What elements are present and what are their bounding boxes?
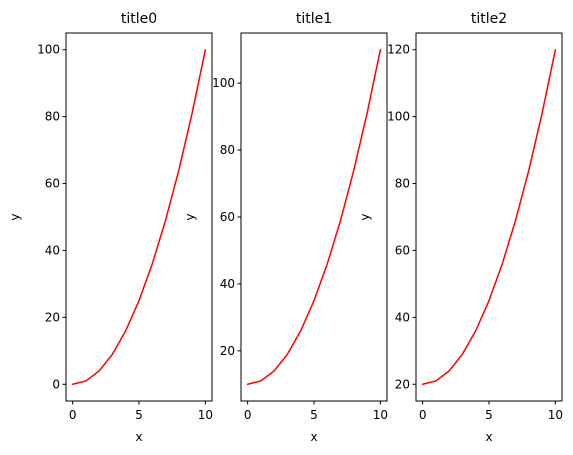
y-tick-label: 20: [45, 310, 60, 324]
y-axis-label: y: [358, 213, 372, 220]
y-tick-label: 80: [220, 143, 235, 157]
chart-title: title1: [296, 11, 332, 27]
y-tick-label: 100: [37, 43, 60, 57]
y-tick-label: 80: [45, 110, 60, 124]
x-tick-label: 5: [310, 408, 318, 422]
y-tick-label: 80: [395, 177, 410, 191]
y-tick-label: 60: [45, 177, 60, 191]
axes-frame: [415, 32, 563, 402]
chart-title: title0: [121, 11, 157, 27]
x-tick-label: 10: [373, 408, 388, 422]
chart-title: title2: [471, 11, 507, 27]
y-tick-label: 40: [220, 277, 235, 291]
x-tick-label: 0: [69, 408, 77, 422]
y-tick-label: 40: [395, 310, 410, 324]
y-axis-label: y: [8, 213, 22, 220]
series-line: [421, 48, 557, 386]
subplot-2: 0 5 10 20 40 60 80 100 120 title2 x y: [358, 11, 563, 444]
x-axis-label: x: [310, 430, 317, 444]
x-tick-label: 10: [548, 408, 563, 422]
y-tick-label: 20: [395, 377, 410, 391]
y-tick-label: 100: [212, 76, 235, 90]
x-tick-label: 5: [135, 408, 143, 422]
y-tick-label: 40: [45, 243, 60, 257]
x-axis-label: x: [485, 430, 492, 444]
x-tick-label: 0: [244, 408, 252, 422]
y-tick-label: 120: [387, 43, 410, 57]
x-axis-label: x: [135, 430, 142, 444]
y-tick-label: 0: [52, 377, 60, 391]
y-axis-label: y: [183, 213, 197, 220]
subplot-1: 0 5 10 20 40 60 80 100 title1 x y: [183, 11, 388, 444]
y-tick-label: 20: [220, 344, 235, 358]
y-tick-label: 60: [220, 210, 235, 224]
x-tick-label: 10: [198, 408, 213, 422]
x-tick-label: 5: [485, 408, 493, 422]
x-tick-label: 0: [419, 408, 427, 422]
y-tick-label: 100: [387, 110, 410, 124]
y-tick-label: 60: [395, 243, 410, 257]
